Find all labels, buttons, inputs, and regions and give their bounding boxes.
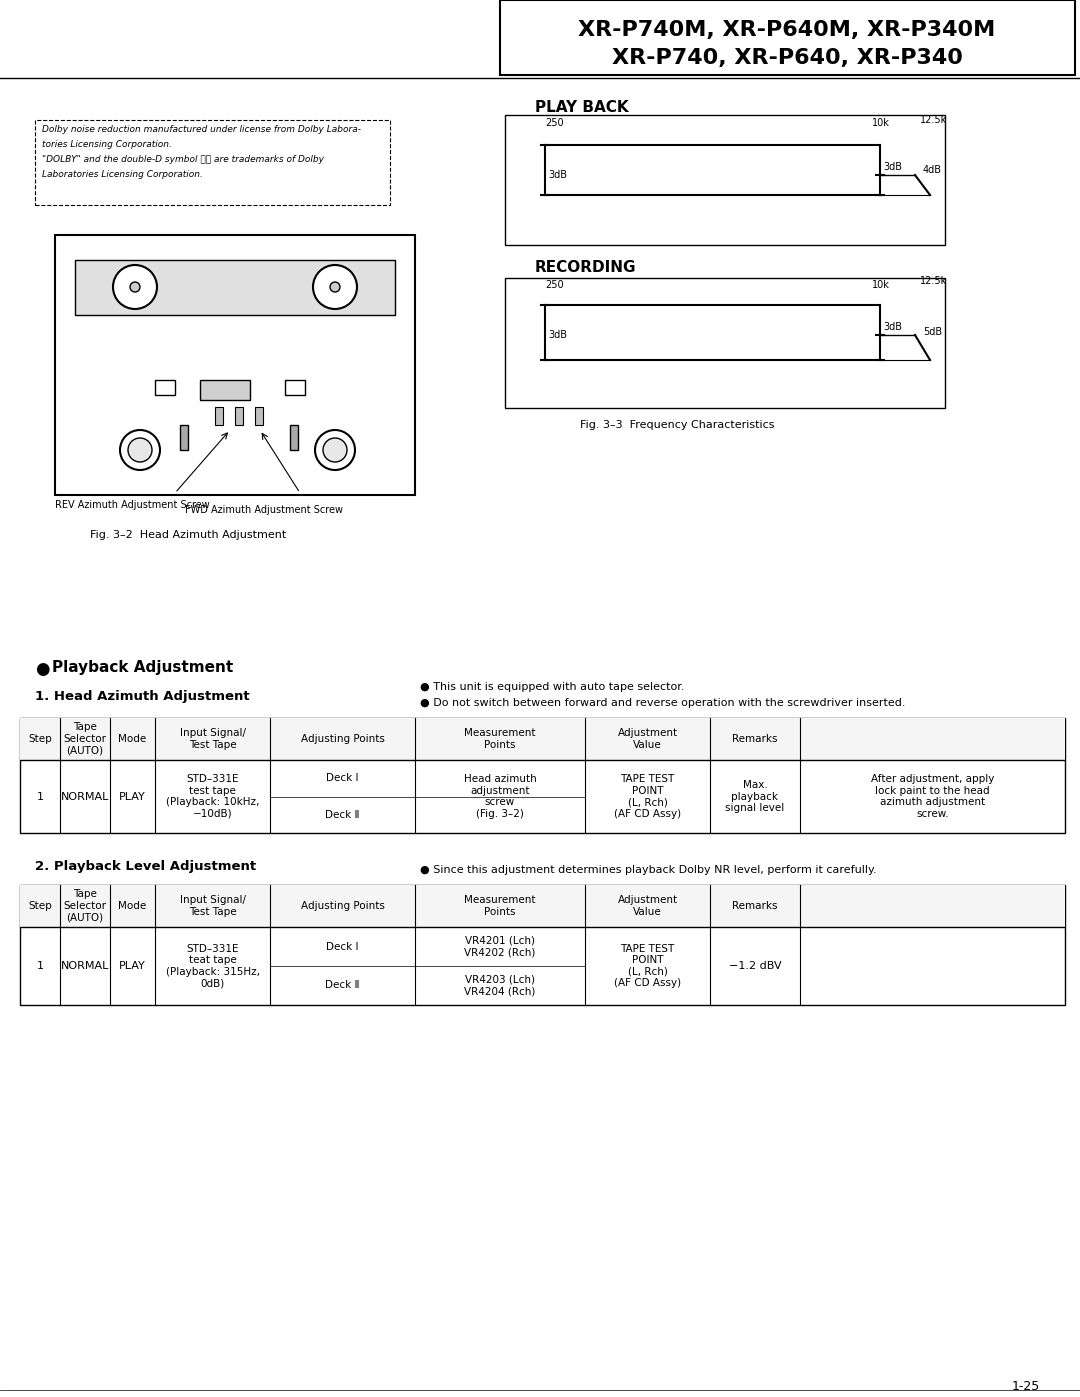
Text: 1: 1 bbox=[37, 961, 43, 971]
Text: Step: Step bbox=[28, 733, 52, 745]
Text: PLAY BACK: PLAY BACK bbox=[535, 101, 629, 115]
Text: Playback Adjustment: Playback Adjustment bbox=[52, 659, 233, 675]
Text: Adjustment
Value: Adjustment Value bbox=[618, 728, 677, 750]
Text: After adjustment, apply
lock paint to the head
azimuth adjustment
screw.: After adjustment, apply lock paint to th… bbox=[870, 774, 995, 819]
Circle shape bbox=[130, 282, 140, 292]
Text: 10k: 10k bbox=[872, 117, 890, 129]
Circle shape bbox=[315, 430, 355, 469]
Text: 3dB: 3dB bbox=[883, 162, 902, 172]
Bar bbox=[215, 407, 222, 425]
Text: ● Do not switch between forward and reverse operation with the screwdriver inser: ● Do not switch between forward and reve… bbox=[420, 698, 905, 708]
Circle shape bbox=[129, 439, 152, 462]
Bar bbox=[55, 235, 415, 495]
Text: 1: 1 bbox=[37, 792, 43, 802]
Text: 250: 250 bbox=[545, 279, 564, 291]
Text: Fig. 3–3  Frequency Characteristics: Fig. 3–3 Frequency Characteristics bbox=[580, 420, 774, 430]
Text: 5dB: 5dB bbox=[923, 327, 942, 337]
Text: −1.2 dBV: −1.2 dBV bbox=[729, 961, 781, 971]
Text: Max.
playback
signal level: Max. playback signal level bbox=[726, 780, 785, 813]
Text: FWD Azimuth Adjustment Screw: FWD Azimuth Adjustment Screw bbox=[185, 504, 343, 515]
Bar bbox=[156, 380, 175, 395]
Text: Deck I: Deck I bbox=[326, 942, 359, 951]
Text: RECORDING: RECORDING bbox=[535, 260, 636, 275]
Text: ● This unit is equipped with auto tape selector.: ● This unit is equipped with auto tape s… bbox=[420, 682, 685, 692]
Text: PLAY: PLAY bbox=[119, 792, 146, 802]
Bar bbox=[505, 278, 945, 408]
Text: Dolby noise reduction manufactured under license from Dolby Labora-: Dolby noise reduction manufactured under… bbox=[42, 124, 361, 134]
Text: Deck I: Deck I bbox=[326, 774, 359, 784]
Bar bbox=[235, 407, 243, 425]
Text: 10k: 10k bbox=[872, 279, 890, 291]
Text: STD–331E
teat tape
(Playback: 315Hz,
0dB): STD–331E teat tape (Playback: 315Hz, 0dB… bbox=[165, 943, 259, 989]
Text: Laboratories Licensing Corporation.: Laboratories Licensing Corporation. bbox=[42, 170, 203, 179]
Text: 12.5k: 12.5k bbox=[920, 277, 947, 286]
Bar bbox=[285, 380, 305, 395]
Bar bbox=[291, 425, 298, 450]
Bar bbox=[255, 407, 264, 425]
Text: Mode: Mode bbox=[119, 901, 147, 911]
Circle shape bbox=[313, 265, 357, 309]
Bar bbox=[505, 115, 945, 244]
Circle shape bbox=[330, 282, 340, 292]
Text: 1. Head Azimuth Adjustment: 1. Head Azimuth Adjustment bbox=[35, 690, 249, 703]
Bar bbox=[21, 718, 1065, 760]
Text: 1-25: 1-25 bbox=[1012, 1380, 1040, 1393]
Text: Deck Ⅱ: Deck Ⅱ bbox=[325, 981, 360, 990]
Text: PLAY: PLAY bbox=[119, 961, 146, 971]
Bar bbox=[75, 260, 395, 314]
Text: Measurement
Points: Measurement Points bbox=[464, 728, 536, 750]
Bar bbox=[21, 886, 1065, 928]
Text: Deck Ⅱ: Deck Ⅱ bbox=[325, 810, 360, 820]
Circle shape bbox=[323, 439, 347, 462]
Text: 12.5k: 12.5k bbox=[920, 115, 947, 124]
Bar bbox=[21, 928, 1065, 1004]
Text: STD–331E
test tape
(Playback: 10kHz,
−10dB): STD–331E test tape (Playback: 10kHz, −10… bbox=[166, 774, 259, 819]
Bar bbox=[21, 760, 1065, 833]
Text: Adjusting Points: Adjusting Points bbox=[300, 733, 384, 745]
Bar bbox=[500, 0, 1075, 75]
Text: VR4201 (Lch)
VR4202 (Rch): VR4201 (Lch) VR4202 (Rch) bbox=[464, 936, 536, 957]
Text: Input Signal/
Test Tape: Input Signal/ Test Tape bbox=[179, 728, 245, 750]
Text: VR4203 (Lch)
VR4204 (Rch): VR4203 (Lch) VR4204 (Rch) bbox=[464, 975, 536, 996]
Text: Fig. 3–2  Head Azimuth Adjustment: Fig. 3–2 Head Azimuth Adjustment bbox=[90, 529, 286, 541]
Circle shape bbox=[113, 265, 157, 309]
Text: TAPE TEST
POINT
(L, Rch)
(AF CD Assy): TAPE TEST POINT (L, Rch) (AF CD Assy) bbox=[613, 774, 681, 819]
Text: Remarks: Remarks bbox=[732, 901, 778, 911]
Text: Adjustment
Value: Adjustment Value bbox=[618, 895, 677, 916]
Text: ● Since this adjustment determines playback Dolby NR level, perform it carefully: ● Since this adjustment determines playb… bbox=[420, 865, 877, 875]
Bar bbox=[21, 718, 1065, 760]
Text: Input Signal/
Test Tape: Input Signal/ Test Tape bbox=[179, 895, 245, 916]
Text: NORMAL: NORMAL bbox=[60, 792, 109, 802]
Bar bbox=[180, 425, 188, 450]
Text: 250: 250 bbox=[545, 117, 564, 129]
Text: 2. Playback Level Adjustment: 2. Playback Level Adjustment bbox=[35, 861, 256, 873]
Text: TAPE TEST
POINT
(L, Rch)
(AF CD Assy): TAPE TEST POINT (L, Rch) (AF CD Assy) bbox=[613, 943, 681, 989]
Text: 3dB: 3dB bbox=[548, 330, 567, 339]
Bar bbox=[200, 380, 249, 400]
Text: XR-P740M, XR-P640M, XR-P340M: XR-P740M, XR-P640M, XR-P340M bbox=[579, 20, 996, 41]
Text: Mode: Mode bbox=[119, 733, 147, 745]
Text: Head azimuth
adjustment
screw
(Fig. 3–2): Head azimuth adjustment screw (Fig. 3–2) bbox=[463, 774, 537, 819]
Text: XR-P740, XR-P640, XR-P340: XR-P740, XR-P640, XR-P340 bbox=[611, 47, 962, 68]
Circle shape bbox=[120, 430, 160, 469]
Text: Step: Step bbox=[28, 901, 52, 911]
Text: Measurement
Points: Measurement Points bbox=[464, 895, 536, 916]
Text: REV Azimuth Adjustment Screw: REV Azimuth Adjustment Screw bbox=[55, 500, 210, 510]
Text: Remarks: Remarks bbox=[732, 733, 778, 745]
Text: Tape
Selector
(AUTO): Tape Selector (AUTO) bbox=[64, 890, 107, 922]
Text: tories Licensing Corporation.: tories Licensing Corporation. bbox=[42, 140, 172, 149]
Text: Tape
Selector
(AUTO): Tape Selector (AUTO) bbox=[64, 722, 107, 756]
Text: NORMAL: NORMAL bbox=[60, 961, 109, 971]
Text: 4dB: 4dB bbox=[923, 165, 942, 175]
Text: ●: ● bbox=[35, 659, 50, 678]
Text: "DOLBY" and the double-D symbol ⓓⓓ are trademarks of Dolby: "DOLBY" and the double-D symbol ⓓⓓ are t… bbox=[42, 155, 324, 163]
Text: Adjusting Points: Adjusting Points bbox=[300, 901, 384, 911]
Text: 3dB: 3dB bbox=[883, 321, 902, 332]
Text: 3dB: 3dB bbox=[548, 170, 567, 180]
Bar bbox=[35, 120, 390, 205]
Bar bbox=[21, 886, 1065, 928]
